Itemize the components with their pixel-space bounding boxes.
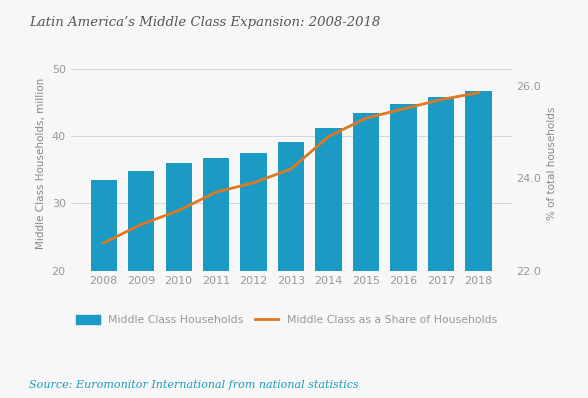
Bar — [465, 91, 492, 398]
Bar — [240, 153, 267, 398]
Bar — [166, 163, 192, 398]
Bar — [353, 113, 379, 398]
Bar — [315, 128, 342, 398]
Bar — [390, 104, 416, 398]
Legend: Middle Class Households, Middle Class as a Share of Households: Middle Class Households, Middle Class as… — [76, 315, 497, 325]
Bar — [203, 158, 229, 398]
Bar — [128, 171, 154, 398]
Y-axis label: % of total households: % of total households — [547, 107, 557, 220]
Text: Latin America’s Middle Class Expansion: 2008-2018: Latin America’s Middle Class Expansion: … — [29, 16, 380, 29]
Bar — [428, 98, 454, 398]
Bar — [278, 142, 304, 398]
Text: Source: Euromonitor International from national statistics: Source: Euromonitor International from n… — [29, 380, 359, 390]
Y-axis label: Middle Class Households, million: Middle Class Households, million — [36, 78, 46, 249]
Bar — [91, 180, 117, 398]
